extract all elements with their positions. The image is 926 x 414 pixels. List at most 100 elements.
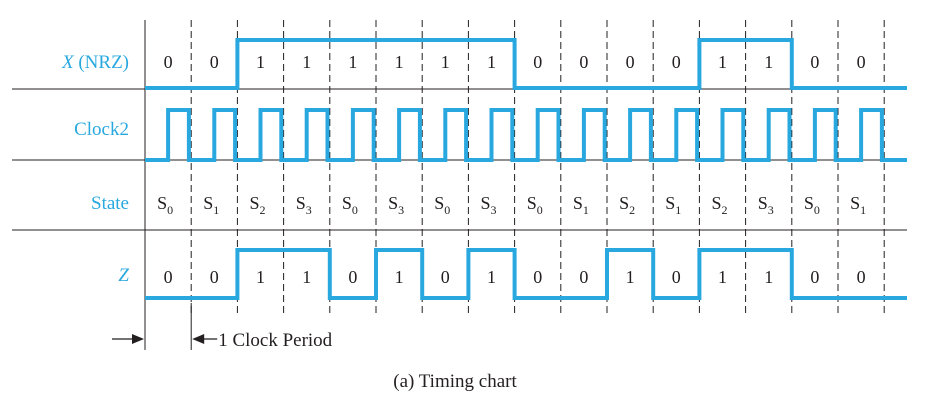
clock-period-label: 1 Clock Period bbox=[218, 330, 332, 351]
clock-period-marker: 1 Clock Period bbox=[112, 303, 333, 351]
row-label-x-nrz: X (NRZ) bbox=[61, 52, 129, 73]
row-label-state: State bbox=[91, 193, 129, 214]
state-letter: S bbox=[665, 193, 675, 213]
x-bit: 0 bbox=[857, 52, 866, 72]
state-index: 2 bbox=[260, 203, 266, 217]
state-index: 3 bbox=[398, 203, 404, 217]
state-index: 2 bbox=[722, 203, 728, 217]
state-cell: S0 bbox=[434, 193, 450, 217]
x-waveform bbox=[145, 38, 907, 90]
state-letter: S bbox=[758, 193, 768, 213]
x-bit: 0 bbox=[164, 52, 173, 72]
row-label-main: Clock2 bbox=[74, 119, 129, 140]
row-label-z: Z bbox=[118, 265, 129, 286]
z-bit: 0 bbox=[348, 267, 357, 287]
state-letter: S bbox=[203, 193, 213, 213]
period-arrow-left-head bbox=[132, 334, 144, 344]
row-labels: X (NRZ) Clock2 State Z bbox=[61, 52, 129, 286]
state-letter: S bbox=[249, 193, 259, 213]
z-bit: 1 bbox=[626, 267, 635, 287]
state-index: 3 bbox=[768, 203, 774, 217]
z-bit: 0 bbox=[810, 267, 819, 287]
x-bit: 1 bbox=[487, 52, 496, 72]
state-cell: S2 bbox=[711, 193, 727, 217]
state-letter: S bbox=[804, 193, 814, 213]
z-bit: 1 bbox=[764, 267, 773, 287]
z-bit: 1 bbox=[256, 267, 265, 287]
caption: (a) Timing chart bbox=[393, 371, 517, 392]
cell-values: 0 0 1 1 1 1 1 1 0 0 0 0 1 1 0 0S0 S1 S2 S3 S0 S3 S0 S3 S0 S1 S2 S1… bbox=[157, 52, 866, 287]
x-bit: 1 bbox=[256, 52, 265, 72]
state-index: 3 bbox=[491, 203, 497, 217]
row-label-main: State bbox=[91, 193, 129, 214]
state-cell: S2 bbox=[619, 193, 635, 217]
state-letter: S bbox=[480, 193, 490, 213]
state-index: 0 bbox=[537, 203, 543, 217]
x-bit: 1 bbox=[764, 52, 773, 72]
x-bit: 0 bbox=[810, 52, 819, 72]
x-bit: 1 bbox=[348, 52, 357, 72]
z-bit: 1 bbox=[487, 267, 496, 287]
state-cell: S3 bbox=[758, 193, 774, 217]
row-label-rest: (NRZ) bbox=[74, 52, 129, 73]
state-cell: S1 bbox=[573, 193, 589, 217]
state-letter: S bbox=[296, 193, 306, 213]
z-waveform bbox=[145, 248, 907, 300]
row-label-main: Z bbox=[118, 265, 129, 286]
state-cell: S3 bbox=[296, 193, 312, 217]
state-index: 1 bbox=[213, 203, 219, 217]
state-letter: S bbox=[388, 193, 398, 213]
x-bit: 0 bbox=[533, 52, 542, 72]
z-bit: 0 bbox=[210, 267, 219, 287]
z-bit: 0 bbox=[164, 267, 173, 287]
x-bit: 1 bbox=[395, 52, 404, 72]
row-label-main: X bbox=[61, 52, 75, 73]
state-cell: S0 bbox=[157, 193, 173, 217]
state-index: 1 bbox=[860, 203, 866, 217]
x-bit: 1 bbox=[441, 52, 450, 72]
state-index: 0 bbox=[444, 203, 450, 217]
row-label-clock2: Clock2 bbox=[74, 119, 129, 140]
state-index: 0 bbox=[167, 203, 173, 217]
state-letter: S bbox=[342, 193, 352, 213]
z-bit: 0 bbox=[672, 267, 681, 287]
z-bit: 0 bbox=[441, 267, 450, 287]
state-letter: S bbox=[573, 193, 583, 213]
waveforms bbox=[145, 38, 907, 300]
state-letter: S bbox=[157, 193, 167, 213]
state-cell: S1 bbox=[665, 193, 681, 217]
state-index: 0 bbox=[352, 203, 358, 217]
x-bit: 0 bbox=[210, 52, 219, 72]
clock-waveform bbox=[145, 108, 907, 162]
state-cell: S1 bbox=[850, 193, 866, 217]
state-cell: S2 bbox=[249, 193, 265, 217]
state-index: 3 bbox=[306, 203, 312, 217]
state-cell: S0 bbox=[804, 193, 820, 217]
z-bit: 1 bbox=[302, 267, 311, 287]
state-cell: S3 bbox=[388, 193, 404, 217]
state-letter: S bbox=[619, 193, 629, 213]
z-bit: 0 bbox=[579, 267, 588, 287]
x-bit: 0 bbox=[672, 52, 681, 72]
x-bit: 0 bbox=[626, 52, 635, 72]
z-bit: 1 bbox=[395, 267, 404, 287]
z-bit: 0 bbox=[533, 267, 542, 287]
state-letter: S bbox=[711, 193, 721, 213]
state-index: 2 bbox=[629, 203, 635, 217]
state-index: 1 bbox=[583, 203, 589, 217]
x-bit: 1 bbox=[718, 52, 727, 72]
state-cell: S0 bbox=[527, 193, 543, 217]
state-cell: S0 bbox=[342, 193, 358, 217]
state-letter: S bbox=[850, 193, 860, 213]
state-index: 0 bbox=[814, 203, 820, 217]
z-bit: 0 bbox=[857, 267, 866, 287]
state-letter: S bbox=[434, 193, 444, 213]
x-bit: 1 bbox=[302, 52, 311, 72]
x-bit: 0 bbox=[579, 52, 588, 72]
state-index: 1 bbox=[675, 203, 681, 217]
state-cell: S1 bbox=[203, 193, 219, 217]
state-cell: S3 bbox=[480, 193, 496, 217]
state-letter: S bbox=[527, 193, 537, 213]
